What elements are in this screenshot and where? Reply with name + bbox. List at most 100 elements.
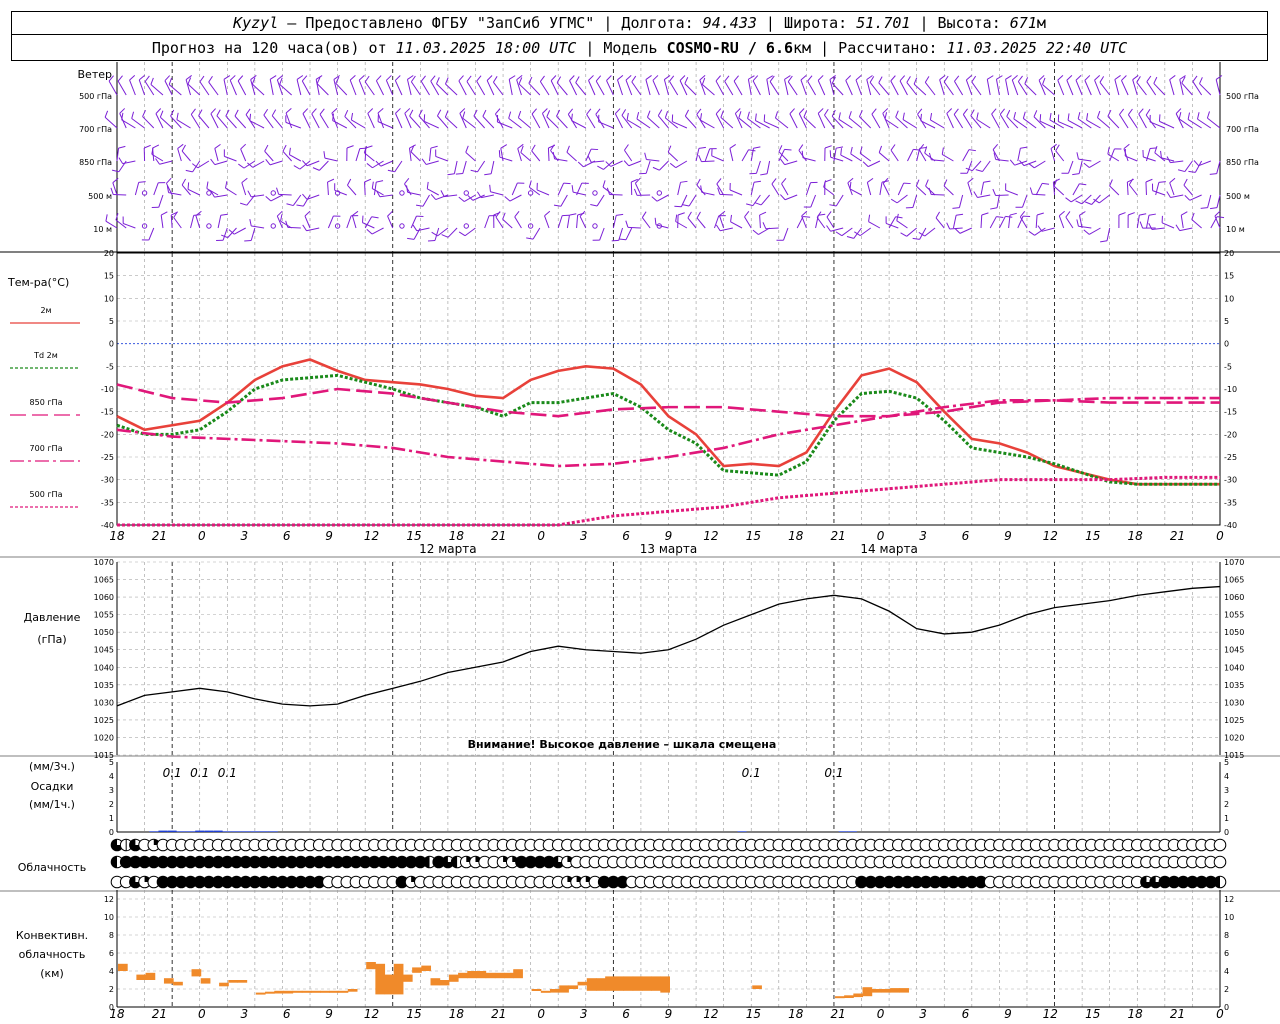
- conv-cloud-bar: [568, 985, 579, 989]
- wind-barb-shaft: [532, 227, 541, 240]
- wind-barb-flag: [780, 194, 786, 201]
- precip-amount-label: 0.1: [742, 766, 761, 780]
- wind-barb-flag: [323, 151, 326, 159]
- wind-barb-flag: [265, 195, 272, 202]
- model-label: | Модель: [585, 39, 658, 57]
- wind-barb-shaft: [517, 148, 522, 162]
- wind-barb-flag: [587, 155, 592, 163]
- wind-barb-shaft: [980, 214, 983, 229]
- wind-barb-shaft: [497, 121, 513, 129]
- wind-barb-flag: [1079, 211, 1086, 216]
- wind-barb-shaft: [817, 113, 826, 129]
- wind-barb-flag: [1191, 212, 1195, 220]
- lon-value: 94.433: [702, 14, 757, 32]
- wind-barb-shaft: [696, 217, 706, 229]
- hour-tick: 12: [703, 529, 718, 543]
- wind-barb-flag: [976, 112, 979, 120]
- wind-barb-shaft: [783, 227, 789, 241]
- wind-barb-shaft: [1170, 194, 1184, 198]
- wind-barb-shaft: [463, 194, 476, 202]
- precip-bar: [259, 831, 269, 832]
- wind-barb-shaft: [1145, 148, 1151, 162]
- temp-ytick-left: -40: [101, 521, 114, 530]
- wind-barb-flag: [1018, 160, 1025, 166]
- wind-barb-shaft: [557, 215, 563, 229]
- wind-barb-shaft: [595, 80, 605, 96]
- wind-barb-flag: [781, 177, 787, 185]
- wind-barb-shaft: [351, 215, 357, 229]
- conv-ytick-right: 8: [1224, 931, 1229, 940]
- wind-barb-shaft: [1155, 182, 1160, 196]
- wind-barb-flag: [166, 185, 170, 193]
- wind-barb-shaft: [614, 113, 623, 129]
- wind-barb-flag: [619, 238, 627, 241]
- wind-barb-flag: [966, 75, 973, 81]
- wind-barb-flag: [1114, 75, 1121, 80]
- wind-barb-shaft: [445, 83, 458, 96]
- wind-barb-flag: [489, 184, 491, 192]
- wind-barb-shaft: [744, 216, 752, 229]
- wind-barb-flag: [762, 222, 767, 229]
- hour-tick-bottom: 21: [491, 1007, 506, 1021]
- wind-barb-shaft: [687, 217, 697, 229]
- wind-barb-flag: [698, 146, 706, 149]
- conv-cloud-bar: [430, 978, 441, 986]
- wind-barb-flag: [1009, 212, 1017, 216]
- wind-level-left: 10 м: [93, 225, 112, 234]
- precip-ytick-left: 4: [109, 772, 114, 781]
- wind-barb-flag: [716, 178, 722, 185]
- wind-barb-shaft: [278, 193, 292, 196]
- wind-barb-flag: [973, 191, 978, 198]
- wind-barb-shaft: [333, 79, 339, 96]
- wind-barb-flag: [826, 225, 831, 232]
- wind-barb-flag: [1076, 219, 1079, 227]
- precip-ytick-left: 0: [109, 828, 114, 837]
- wind-barb-shaft: [181, 184, 191, 196]
- temp-legend-label: Td 2м: [33, 351, 58, 360]
- wind-barb-flag: [111, 169, 119, 173]
- wind-barb-flag: [386, 75, 392, 81]
- wind-barb-flag: [818, 213, 826, 216]
- wind-barb-flag: [221, 234, 228, 239]
- wind-barb-shaft: [490, 160, 495, 174]
- wind-barb-shaft: [939, 79, 945, 96]
- wind-barb-flag: [623, 160, 630, 167]
- hour-tick-bottom: 15: [746, 1007, 761, 1021]
- wind-barb-shaft: [603, 160, 614, 170]
- wind-barb-shaft: [1138, 113, 1147, 129]
- wind-barb-flag: [447, 173, 455, 176]
- wind-barb-shaft: [868, 221, 881, 229]
- wind-barb-flag: [735, 108, 741, 114]
- conv-ytick-left: 4: [109, 967, 114, 976]
- wind-barb-flag: [1169, 75, 1176, 81]
- wind-barb-shaft: [631, 81, 642, 96]
- wind-barb-shaft: [810, 194, 817, 208]
- wind-barb-flag: [1017, 75, 1023, 82]
- wind-barb-flag: [520, 145, 524, 153]
- wind-barb-flag: [409, 109, 414, 117]
- pressure-line: [116, 585, 1221, 707]
- wind-barb-flag: [915, 179, 920, 187]
- wind-barb-shaft: [807, 80, 817, 96]
- wind-barb-flag: [588, 75, 594, 81]
- wind-barb-flag: [636, 112, 640, 120]
- precip-bar: [847, 831, 857, 832]
- wind-barb-shaft: [971, 160, 982, 172]
- hour-tick: 21: [831, 529, 846, 543]
- wind-barb-shaft: [1128, 184, 1138, 196]
- wind-barb-flag: [1200, 207, 1208, 209]
- wind-barb-shaft: [585, 148, 592, 162]
- wind-barb-flag: [983, 180, 991, 183]
- conv-cloud-bar: [366, 962, 376, 970]
- hour-tick: 21: [152, 529, 167, 543]
- wind-barb-flag: [495, 211, 501, 218]
- wind-barb-shaft: [943, 81, 954, 96]
- wind-barb-shaft: [406, 79, 412, 96]
- wind-barb-flag: [754, 113, 757, 121]
- wind-barb-flag: [1139, 221, 1144, 229]
- wind-barb-flag: [624, 144, 629, 151]
- wind-barb-shaft: [1214, 215, 1221, 229]
- wind-barb-shaft: [486, 80, 495, 96]
- wind-barb-flag: [849, 181, 852, 189]
- wind-barb-flag: [920, 113, 922, 121]
